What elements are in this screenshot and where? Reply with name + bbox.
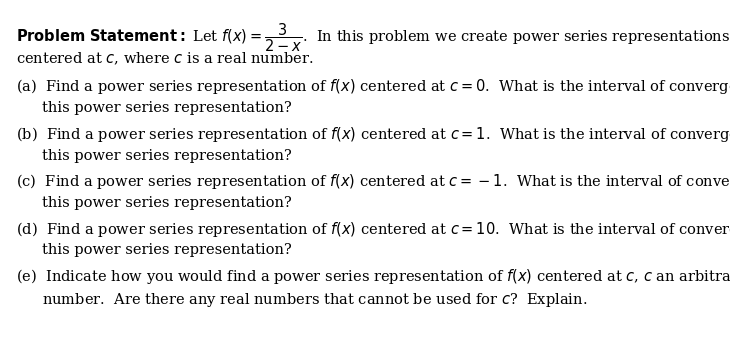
Text: (b)  Find a power series representation of $f(x)$ centered at $c = 1$.  What is : (b) Find a power series representation o… — [16, 125, 730, 144]
Text: (c)  Find a power series representation of $f(x)$ centered at $c = -1$.  What is: (c) Find a power series representation o… — [16, 172, 730, 191]
Text: this power series representation?: this power series representation? — [42, 243, 292, 257]
Text: (e)  Indicate how you would find a power series representation of $f(x)$ centere: (e) Indicate how you would find a power … — [16, 267, 730, 286]
Text: number.  Are there any real numbers that cannot be used for $c$?  Explain.: number. Are there any real numbers that … — [42, 291, 588, 309]
Text: this power series representation?: this power series representation? — [42, 149, 292, 163]
Text: this power series representation?: this power series representation? — [42, 196, 292, 210]
Text: this power series representation?: this power series representation? — [42, 101, 292, 115]
Text: (d)  Find a power series representation of $f(x)$ centered at $c = 10$.  What is: (d) Find a power series representation o… — [16, 220, 730, 239]
Text: (a)  Find a power series representation of $f(x)$ centered at $c = 0$.  What is : (a) Find a power series representation o… — [16, 77, 730, 97]
Text: $\bf{Problem\ Statement:}$ Let $f(x) = \dfrac{3}{2-x}$.  In this problem we crea: $\bf{Problem\ Statement:}$ Let $f(x) = \… — [16, 22, 730, 54]
Text: centered at $c$, where $c$ is a real number.: centered at $c$, where $c$ is a real num… — [16, 50, 313, 67]
